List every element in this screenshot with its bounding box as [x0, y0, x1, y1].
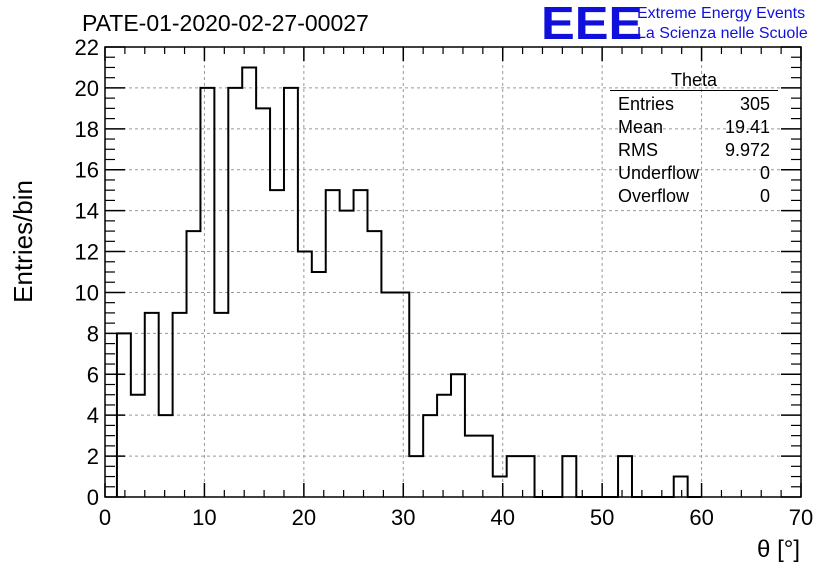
y-tick-label: 0	[87, 485, 99, 510]
y-tick-label: 18	[75, 117, 99, 142]
x-tick-label: 0	[99, 505, 111, 530]
x-tick-label: 50	[590, 505, 614, 530]
chart-title: PATE-01-2020-02-27-00027	[82, 10, 369, 36]
stats-row-mean: Mean 19.41	[610, 116, 778, 139]
stats-value: 0	[759, 163, 770, 183]
stats-row-entries: Entries 305	[610, 93, 778, 116]
x-axis-label: θ [°]	[757, 536, 800, 563]
stats-value: 305	[739, 94, 770, 114]
logo-line-1: Extreme Energy Events	[637, 5, 806, 22]
stats-value: 19.41	[724, 117, 770, 137]
logo-line-2: La Scienza nelle Scuole	[637, 25, 808, 42]
grid-lines	[105, 47, 801, 497]
y-tick-label: 14	[75, 199, 99, 224]
tick-labels: 0 10 20 30 40 50 60 70 0 2 4 6 8 10 12 14 16 18 20 22	[75, 35, 814, 530]
x-tick-label: 30	[391, 505, 415, 530]
eee-logo: EEE	[541, 0, 643, 49]
y-axis-label: Entries/bin	[8, 180, 38, 303]
stats-title: Theta	[610, 70, 778, 91]
stats-label: Mean	[618, 117, 664, 137]
x-tick-label: 20	[292, 505, 316, 530]
x-tick-label: 40	[490, 505, 514, 530]
y-tick-label: 10	[75, 280, 99, 305]
x-tick-label: 60	[689, 505, 713, 530]
stats-row-rms: RMS 9.972	[610, 139, 778, 162]
y-tick-label: 8	[87, 321, 99, 346]
histogram-outline	[115, 66, 702, 498]
y-tick-label: 6	[87, 362, 99, 387]
stats-value: 0	[759, 186, 770, 206]
x-tick-label: 10	[192, 505, 216, 530]
stats-label: Overflow	[618, 186, 690, 206]
stats-row-overflow: Overflow 0	[610, 185, 778, 208]
y-tick-label: 4	[87, 403, 99, 428]
x-tick-label: 70	[789, 505, 813, 530]
stats-label: Underflow	[618, 163, 700, 183]
y-tick-label: 12	[75, 240, 99, 265]
y-tick-label: 2	[87, 444, 99, 469]
y-tick-label: 16	[75, 158, 99, 183]
stats-value: 9.972	[724, 140, 770, 160]
y-tick-label: 22	[75, 35, 99, 60]
stats-box: Theta Entries 305 Mean 19.41 RMS 9.972 Unde…	[610, 70, 778, 208]
stats-label: Entries	[618, 94, 675, 114]
logo-caption: Extreme Energy Events La Scienza nelle S…	[637, 4, 808, 44]
stats-row-underflow: Underflow 0	[610, 162, 778, 185]
stats-label: RMS	[618, 140, 658, 160]
y-tick-label: 20	[75, 76, 99, 101]
